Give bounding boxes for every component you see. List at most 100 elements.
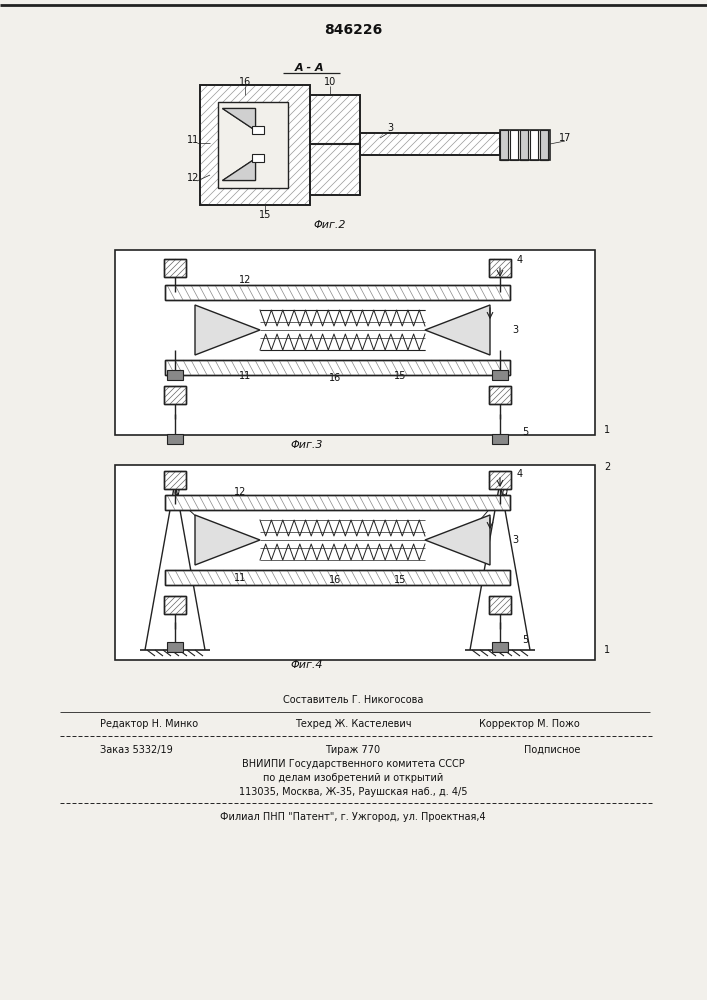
Bar [218,102,288,188]
Bar [164,259,186,277]
Bar [310,95,360,195]
Bar [165,285,510,300]
Text: Редактор Н. Минко: Редактор Н. Минко [100,719,198,729]
Bar [165,570,510,585]
Bar [492,370,508,380]
Text: ВНИИПИ Государственного комитета СССР: ВНИИПИ Государственного комитета СССР [242,759,464,769]
Bar [489,596,511,614]
Text: 5: 5 [522,427,528,437]
Polygon shape [425,305,490,355]
Polygon shape [222,158,255,180]
Bar [489,386,511,404]
Bar [164,386,186,404]
Bar [164,259,186,277]
Text: Составитель Г. Никогосова: Составитель Г. Никогосова [283,695,423,705]
Bar [167,370,183,380]
Bar [165,495,510,510]
Bar [489,259,511,277]
Text: 3: 3 [387,123,393,133]
Text: Филиал ПНП "Патент", г. Ужгород, ул. Проектная,4: Филиал ПНП "Патент", г. Ужгород, ул. Про… [220,812,486,822]
Text: 15: 15 [259,210,271,220]
Bar [530,130,538,160]
Text: 1: 1 [604,425,610,435]
Bar [165,285,510,300]
Text: 15: 15 [394,371,407,381]
Text: 11: 11 [187,135,199,145]
Bar [165,360,510,375]
Bar [492,434,508,444]
Bar [165,570,510,585]
Text: Тираж 770: Тираж 770 [325,745,380,755]
Text: 3: 3 [512,535,518,545]
Polygon shape [425,515,490,565]
Bar [360,133,500,155]
Bar [167,642,183,652]
Bar [500,130,508,160]
Text: 4: 4 [517,255,523,265]
Text: 15: 15 [394,575,407,585]
Polygon shape [222,158,255,180]
Text: 10: 10 [324,77,336,87]
Text: Φиг.4: Φиг.4 [291,660,323,670]
Text: 12: 12 [239,275,251,285]
Text: Техред Ж. Кастелевич: Техред Ж. Кастелевич [295,719,411,729]
Polygon shape [222,108,255,130]
Text: Подписное: Подписное [524,745,580,755]
Bar [540,130,548,160]
Text: 11: 11 [234,573,246,583]
Bar [489,596,511,614]
Bar [500,130,550,160]
Text: 2: 2 [604,462,610,472]
Text: d: d [174,487,180,497]
Text: А - А: А - А [296,63,325,73]
Bar [200,85,310,205]
Bar [492,642,508,652]
Bar [115,465,595,660]
Bar [520,130,528,160]
Bar [489,386,511,404]
Text: 1: 1 [604,645,610,655]
Text: 12: 12 [187,173,199,183]
Bar [165,495,510,510]
Text: 5: 5 [522,635,528,645]
Bar [115,250,595,435]
Text: 16: 16 [329,373,341,383]
Bar [167,434,183,444]
Bar [489,259,511,277]
Text: 16: 16 [239,77,251,87]
Text: 11: 11 [239,371,251,381]
Bar [252,126,264,134]
Polygon shape [195,305,260,355]
Bar [540,130,548,160]
Bar [500,130,508,160]
Text: Заказ 5332/19: Заказ 5332/19 [100,745,173,755]
Text: по делам изобретений и открытий: по делам изобретений и открытий [263,773,443,783]
Bar [520,130,528,160]
Bar [164,596,186,614]
Text: 113035, Москва, Ж-35, Раушская наб., д. 4/5: 113035, Москва, Ж-35, Раушская наб., д. … [239,787,467,797]
Text: 12: 12 [234,487,246,497]
Text: 16: 16 [329,575,341,585]
Text: 4: 4 [517,469,523,479]
Bar [164,471,186,489]
Polygon shape [195,515,260,565]
Bar [252,154,264,162]
Bar [200,85,310,205]
Text: 846226: 846226 [324,23,382,37]
Text: d: d [502,487,508,497]
Bar [164,471,186,489]
Bar [489,471,511,489]
Bar [164,596,186,614]
Text: 3: 3 [512,325,518,335]
Text: Φиг.3: Φиг.3 [291,440,323,450]
Bar [164,386,186,404]
Bar [510,130,518,160]
Bar [310,95,360,195]
Polygon shape [222,108,255,130]
Bar [360,133,500,155]
Text: 17: 17 [559,133,571,143]
Bar [489,471,511,489]
Bar [165,360,510,375]
Text: Корректор М. Пожо: Корректор М. Пожо [479,719,580,729]
Text: Φиг.2: Φиг.2 [314,220,346,230]
